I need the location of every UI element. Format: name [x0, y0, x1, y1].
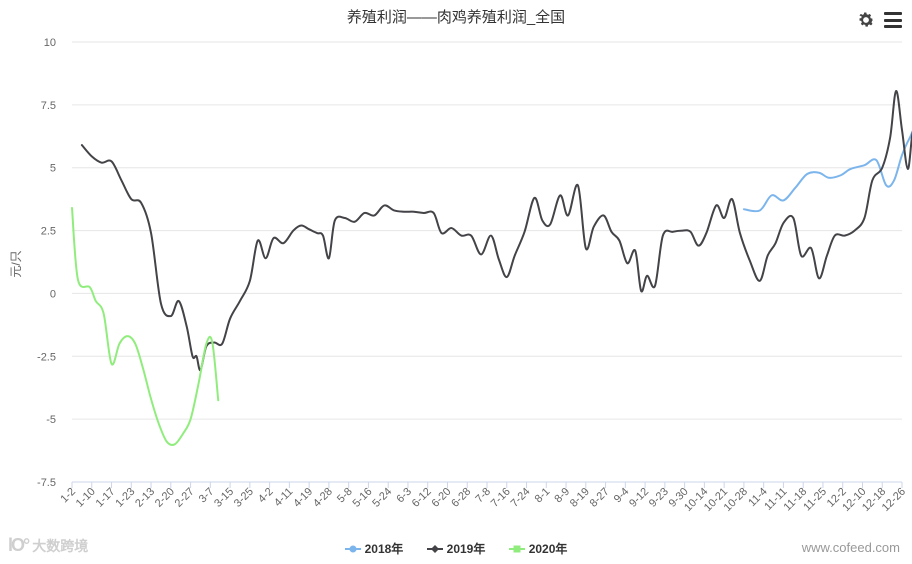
y-tick-label: 10: [44, 37, 56, 49]
source-credit[interactable]: www.cofeed.com: [801, 540, 900, 555]
legend: 2018年 2019年 2020年: [0, 540, 912, 557]
legend-label: 2018年: [364, 542, 404, 556]
x-tick-label: 4-28: [311, 486, 335, 510]
legend-marker-square-icon: [508, 545, 525, 552]
x-tick-label: 9-23: [647, 486, 671, 510]
x-tick-label: 5-16: [350, 486, 374, 510]
x-tick-label: 4-11: [272, 486, 295, 509]
x-tick-label: 8-19: [568, 486, 592, 510]
axes: -7.5-5-2.502.557.5101-21-101-171-232-132…: [37, 37, 908, 514]
legend-marker-diamond-icon: [426, 544, 443, 553]
x-tick-label: 6-28: [449, 486, 473, 510]
y-tick-label: -5: [46, 414, 56, 426]
series-line-1[interactable]: [80, 90, 912, 372]
y-tick-label: 0: [50, 288, 56, 300]
x-tick-label: 7-24: [509, 486, 533, 510]
grid-lines: [72, 41, 902, 483]
y-tick-label: -2.5: [37, 351, 56, 363]
x-tick-label: 6-20: [430, 486, 454, 510]
y-tick-label: 5: [50, 163, 56, 175]
series-lines[interactable]: [71, 71, 912, 446]
x-tick-label: 2-20: [153, 486, 177, 510]
legend-item-2019[interactable]: 2019年: [426, 540, 486, 557]
series-line-2[interactable]: [71, 206, 220, 446]
watermark-logo: lO°: [8, 535, 30, 555]
x-tick-label: 2-27: [173, 486, 197, 510]
x-tick-label: 1-23: [113, 486, 137, 510]
x-tick-label: 4-19: [291, 486, 315, 510]
series-line-0[interactable]: [742, 71, 912, 229]
legend-item-2020[interactable]: 2020年: [508, 540, 568, 557]
chart-title: 养殖利润——肉鸡养殖利润_全国: [347, 8, 565, 26]
x-tick-label: 7-16: [489, 486, 513, 510]
legend-marker-circle-icon: [344, 545, 361, 552]
x-tick-label: 3-15: [212, 486, 236, 510]
y-tick-label: 2.5: [41, 226, 56, 238]
y-tick-label: -7.5: [37, 477, 56, 489]
x-tick-label: 1-17: [94, 486, 118, 510]
x-tick-label: 11-25: [801, 486, 829, 514]
settings-gear-icon[interactable]: [856, 10, 876, 30]
menu-bar: [884, 12, 902, 15]
menu-bar: [884, 18, 902, 22]
x-tick-label: 8-27: [588, 486, 612, 510]
watermark: lO° 大数跨境: [8, 535, 88, 556]
y-tick-label: 7.5: [41, 100, 56, 112]
watermark-text: 大数跨境: [32, 537, 89, 554]
x-tick-label: 9-12: [627, 486, 651, 510]
legend-item-2018[interactable]: 2018年: [344, 540, 404, 557]
x-tick-label: 6-12: [410, 486, 434, 510]
legend-label: 2019年: [446, 542, 486, 556]
legend-label: 2020年: [528, 542, 568, 556]
hamburger-menu-icon[interactable]: [884, 12, 902, 28]
x-tick-label: 5-24: [370, 486, 394, 510]
menu-bar: [884, 25, 902, 28]
x-tick-label: 1-10: [74, 486, 98, 510]
x-tick-label: 8-1: [533, 486, 553, 506]
x-tick-label: 2-13: [133, 486, 157, 510]
x-tick-label: 3-25: [232, 486, 256, 510]
y-axis-label: 元/只: [9, 250, 23, 277]
